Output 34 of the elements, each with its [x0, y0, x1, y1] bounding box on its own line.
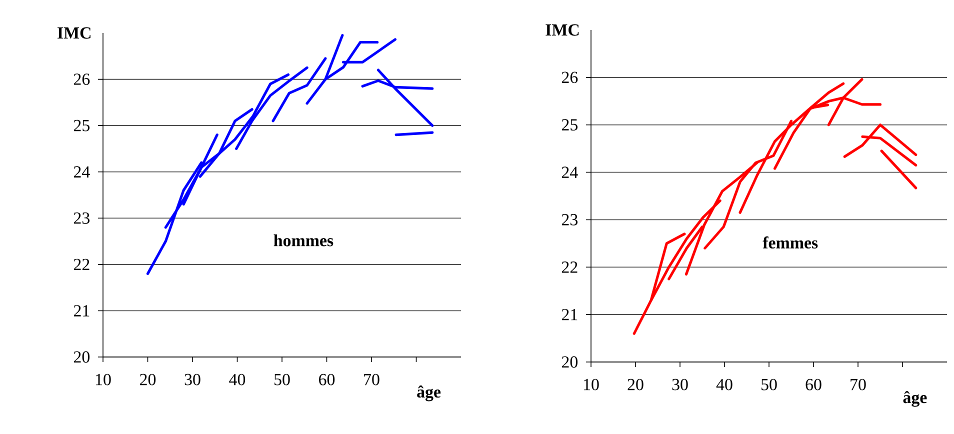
x-tick-label: 40 [229, 374, 246, 386]
x-tick-label: 10 [584, 378, 599, 390]
x-tick-label: 10 [96, 374, 111, 386]
y-tick-label: 21 [74, 305, 90, 316]
y-tick-label: 26 [74, 74, 90, 85]
y-tick-label: 24 [74, 166, 90, 178]
x-tick-label: 70 [850, 378, 866, 390]
x-tick-label: 50 [762, 378, 777, 390]
y-tick-label: 25 [74, 120, 90, 132]
x-axis-title: âge [417, 386, 441, 402]
x-tick-label: 20 [140, 374, 156, 386]
x-axis-title: âge [903, 391, 927, 407]
y-tick-label: 21 [562, 308, 578, 320]
x-tick-label: 20 [628, 378, 644, 390]
x-tick-label: 40 [716, 378, 732, 390]
y-tick-label: 25 [562, 119, 578, 131]
x-tick-label: 30 [672, 378, 688, 390]
y-tick-label: 24 [562, 166, 578, 178]
annotation: hommes [274, 234, 334, 246]
y-axis-title: IMC [58, 27, 90, 39]
y-tick-label: 26 [562, 72, 578, 84]
x-tick-label: 30 [184, 374, 200, 386]
x-tick-label: 50 [274, 374, 290, 386]
x-tick-label: 60 [319, 374, 335, 386]
y-axis-title: IMC [546, 24, 579, 36]
y-tick-label: 23 [74, 212, 90, 224]
annotation: femmes [762, 236, 818, 249]
y-tick-label: 20 [562, 356, 578, 368]
y-tick-label: 22 [562, 262, 578, 273]
x-tick-label: 60 [806, 378, 822, 390]
x-tick-label: 70 [364, 374, 380, 386]
y-tick-label: 20 [74, 351, 90, 363]
y-tick-label: 22 [74, 258, 90, 270]
y-tick-label: 23 [562, 214, 578, 226]
